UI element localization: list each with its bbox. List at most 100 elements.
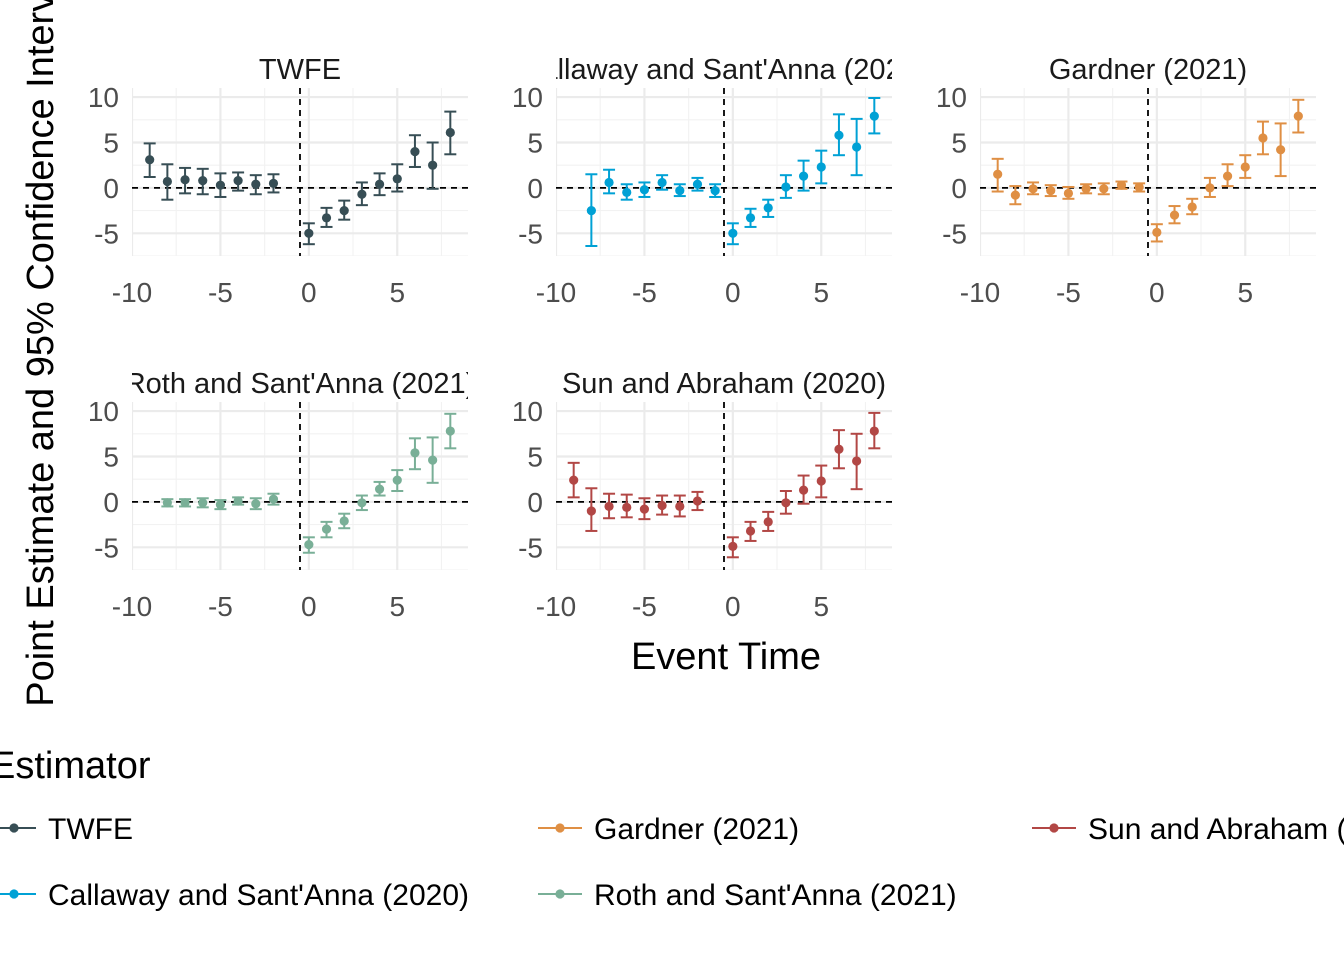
point-estimate bbox=[251, 499, 261, 509]
point-estimate bbox=[798, 171, 809, 181]
legend-key-point bbox=[9, 889, 19, 899]
facet-title: TWFE bbox=[259, 54, 341, 86]
x-tick-label: 5 bbox=[813, 277, 829, 308]
point-estimate bbox=[180, 498, 190, 508]
point-estimate bbox=[657, 177, 667, 188]
x-tick-label: 5 bbox=[813, 591, 829, 622]
series-callaway-and-sant-anna-2020 bbox=[585, 96, 881, 248]
facet-title: Gardner (2021) bbox=[1049, 54, 1247, 86]
tick-labels: -5 0 5 10 -10 -5 0 5 bbox=[88, 396, 405, 622]
tick-labels: -5 0 5 10 -10 -5 0 5 bbox=[88, 82, 405, 308]
legend-item-gardner-2021: Gardner (2021) bbox=[538, 813, 799, 846]
x-tick-label: -5 bbox=[632, 277, 657, 308]
legend-label: Roth and Sant'Anna (2021) bbox=[594, 879, 957, 912]
x-tick-label: -10 bbox=[536, 591, 576, 622]
facet-panel-sun-and-abraham-2020: Sun and Abraham (2020) -5 0 5 10 -10 -5 0 5 bbox=[512, 368, 892, 622]
point-estimate bbox=[428, 160, 438, 170]
x-axis-title: Event Time bbox=[631, 636, 821, 678]
point-estimate bbox=[852, 456, 862, 466]
x-tick-label: 0 bbox=[725, 591, 741, 622]
y-tick-label: 5 bbox=[951, 127, 967, 158]
x-tick-label: -5 bbox=[632, 591, 657, 622]
point-estimate bbox=[1134, 182, 1144, 192]
point-estimate bbox=[1293, 111, 1303, 121]
series-twfe bbox=[143, 110, 457, 246]
point-estimate bbox=[392, 475, 402, 485]
tick-labels: -5 0 5 10 -10 -5 0 5 bbox=[512, 82, 829, 308]
point-estimate bbox=[1063, 188, 1074, 198]
point-estimate bbox=[586, 205, 596, 216]
y-tick-label: 0 bbox=[527, 487, 543, 518]
y-tick-label: -5 bbox=[94, 218, 119, 249]
tick-labels: -5 0 5 10 -10 -5 0 5 bbox=[936, 82, 1253, 308]
legend-label: Gardner (2021) bbox=[594, 813, 799, 846]
series-roth-and-sant-anna-2021 bbox=[161, 412, 457, 554]
axis-titles: Event Time Point Estimate and 95% Confid… bbox=[20, 0, 821, 707]
point-estimate bbox=[145, 155, 155, 165]
legend-item-roth-and-sant-anna-2021: Roth and Sant'Anna (2021) bbox=[538, 879, 957, 912]
point-estimate bbox=[1222, 171, 1233, 181]
point-estimate bbox=[781, 182, 791, 192]
point-estimate bbox=[1276, 145, 1286, 155]
point-estimate bbox=[180, 175, 190, 185]
point-estimate bbox=[410, 448, 420, 458]
point-estimate bbox=[357, 498, 367, 508]
tick-labels: -5 0 5 10 -10 -5 0 5 bbox=[512, 396, 829, 622]
facet-panel-twfe: TWFE -5 0 5 10 -10 -5 0 5 bbox=[88, 54, 468, 308]
x-tick-label: 0 bbox=[301, 591, 317, 622]
x-tick-label: -5 bbox=[208, 591, 233, 622]
point-estimate bbox=[233, 496, 243, 506]
point-estimate bbox=[692, 496, 703, 506]
point-estimate bbox=[834, 444, 844, 454]
y-tick-label: 0 bbox=[951, 173, 967, 204]
y-tick-label: 5 bbox=[527, 441, 543, 472]
x-tick-label: -5 bbox=[208, 277, 233, 308]
point-estimate bbox=[357, 189, 367, 199]
point-estimate bbox=[710, 186, 720, 196]
point-estimate bbox=[445, 426, 455, 436]
x-tick-label: 0 bbox=[1149, 277, 1165, 308]
point-estimate bbox=[675, 501, 685, 512]
x-tick-label: 0 bbox=[301, 277, 317, 308]
x-tick-label: 0 bbox=[725, 277, 741, 308]
point-estimate bbox=[251, 179, 261, 189]
y-tick-label: 5 bbox=[527, 127, 543, 158]
point-estimate bbox=[428, 455, 438, 465]
point-estimate bbox=[1205, 183, 1215, 193]
point-estimate bbox=[304, 539, 314, 550]
point-estimate bbox=[745, 526, 756, 536]
point-estimate bbox=[869, 426, 879, 436]
point-estimate bbox=[728, 541, 738, 551]
point-estimate bbox=[268, 178, 279, 188]
series-sun-and-abraham-2020 bbox=[567, 411, 881, 559]
point-estimate bbox=[1152, 227, 1162, 237]
point-estimate bbox=[198, 498, 208, 508]
point-estimate bbox=[1099, 184, 1109, 194]
y-tick-label: 10 bbox=[512, 396, 543, 427]
y-tick-label: 5 bbox=[103, 441, 119, 472]
point-estimate bbox=[321, 524, 332, 534]
point-estimate bbox=[622, 187, 632, 198]
point-estimate bbox=[1169, 210, 1180, 220]
legend-key-point bbox=[555, 889, 565, 899]
point-estimate bbox=[410, 146, 420, 157]
y-tick-label: 10 bbox=[88, 396, 119, 427]
point-estimate bbox=[692, 179, 703, 189]
y-tick-label: -5 bbox=[94, 532, 119, 563]
y-axis-title: Point Estimate and 95% Confidence Interv… bbox=[20, 0, 62, 707]
x-tick-label: -5 bbox=[1056, 277, 1081, 308]
point-estimate bbox=[816, 476, 826, 486]
x-tick-label: 5 bbox=[389, 591, 405, 622]
point-estimate bbox=[1240, 162, 1250, 172]
point-estimate bbox=[569, 475, 579, 485]
point-estimate bbox=[321, 213, 332, 223]
y-tick-label: 0 bbox=[103, 173, 119, 204]
legend-key-point bbox=[555, 823, 565, 833]
point-estimate bbox=[657, 500, 667, 511]
point-estimate bbox=[1046, 186, 1056, 196]
legend-label: Sun and Abraham (2020) bbox=[1088, 813, 1344, 846]
point-estimate bbox=[1028, 184, 1038, 194]
point-estimate bbox=[993, 169, 1003, 179]
